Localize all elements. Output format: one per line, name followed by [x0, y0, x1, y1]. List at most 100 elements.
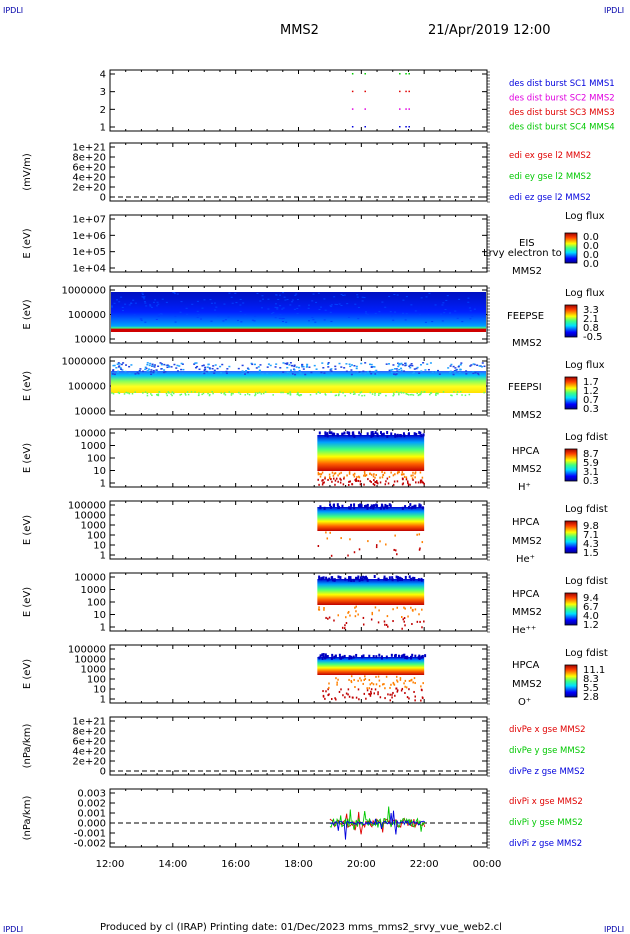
hpca-edge: [410, 577, 413, 581]
feepsi-speck: [230, 392, 233, 395]
hpca-speck: [416, 620, 419, 623]
feepsi-speck: [205, 372, 208, 374]
y-tick-label: 1: [100, 123, 106, 134]
hpca-edge: [329, 503, 332, 507]
hpca-edge: [371, 431, 374, 435]
hpca-speck: [395, 675, 398, 678]
hpca-edge: [321, 656, 324, 660]
hpca-edge: [353, 506, 356, 510]
feepsi-speck: [266, 372, 269, 375]
hpca-speck: [322, 479, 324, 482]
hpca-speck: [374, 688, 377, 691]
y-tick-label: 8e+20: [72, 153, 106, 164]
hpca-speck: [342, 483, 345, 486]
y-tick-label: 10000: [74, 511, 106, 522]
feepse-speck: [122, 310, 125, 312]
hpca-speck: [414, 476, 416, 479]
hpca-edge: [404, 655, 407, 659]
hpca-edge: [365, 575, 368, 579]
feepsi-speck: [367, 370, 370, 373]
feepse-speck: [365, 313, 368, 315]
feepsi-speck: [419, 393, 422, 396]
feepsi-speck: [255, 367, 258, 369]
hpca-speck: [348, 471, 351, 474]
feepsi-speck: [178, 365, 181, 367]
hpca-speck: [409, 483, 411, 486]
feepsi-speck: [279, 367, 282, 369]
feepse-speck: [242, 302, 245, 304]
y-tick-label: 100: [87, 598, 106, 609]
feepsi-speck: [206, 366, 209, 368]
hpca-speck: [385, 675, 388, 678]
feepsi-speck: [117, 391, 120, 394]
feepsi-speck: [355, 365, 358, 368]
hpca-speck: [364, 474, 367, 477]
legend-entry: des dist burst SC1 MMS1: [509, 79, 615, 89]
feepsi-speck: [299, 394, 302, 396]
hpca-speck: [393, 683, 396, 686]
hpca-speck: [359, 483, 362, 486]
feepsi-speck: [359, 372, 362, 375]
feepsi-speck: [144, 366, 147, 369]
hpca-edge: [322, 576, 325, 580]
hpca-edge: [324, 433, 327, 437]
hpca-speck: [341, 626, 344, 629]
feepse-speck: [347, 316, 350, 318]
feepsi-speck: [163, 363, 166, 366]
y-tick-label: 6e+20: [72, 737, 106, 748]
feepsi-speck: [454, 367, 457, 369]
y-tick-label: 100000: [68, 645, 106, 656]
feepsi-speck: [469, 365, 472, 367]
hpca-speck: [392, 682, 395, 685]
hpca-edge: [407, 505, 410, 509]
hpca-edge: [399, 577, 402, 581]
hpca-speck: [319, 473, 321, 476]
feepsi-speck: [152, 371, 155, 374]
hpca-speck: [402, 477, 404, 480]
hpca-speck: [328, 473, 331, 476]
feepse-speck: [456, 317, 459, 319]
hpca-edge: [362, 654, 365, 658]
hpca-speck: [343, 476, 345, 479]
hpca-speck: [396, 680, 399, 683]
feepsi-speck: [267, 363, 270, 365]
hpca-edge: [394, 434, 397, 438]
hpca-edge: [348, 656, 351, 660]
feepse-speck: [158, 313, 161, 315]
hpca-speck: [387, 693, 389, 696]
hpca-speck: [348, 678, 350, 681]
feepse-speck: [364, 311, 367, 313]
feepsi-speck: [154, 364, 157, 366]
hpca-edge: [383, 577, 386, 581]
hpca-speck: [418, 548, 421, 551]
feepse-speck: [315, 301, 318, 303]
feepse-speck: [298, 305, 301, 307]
feepse-speck: [277, 298, 280, 300]
feepse-speck: [442, 302, 445, 304]
panel-frame: [109, 788, 488, 848]
feepse-speck: [330, 306, 333, 308]
feepsi-speck: [196, 365, 199, 368]
hpca-edge: [360, 577, 363, 581]
feepsi-speck: [330, 370, 333, 372]
hpca-speck: [327, 478, 329, 481]
feepse-speck: [427, 314, 430, 316]
hpca-speck: [394, 534, 396, 537]
feepsi-speck: [285, 373, 288, 376]
feepsi-speck: [297, 393, 299, 395]
hpca-edge: [376, 504, 379, 508]
hpca-speck: [402, 618, 404, 621]
hpca-edge: [386, 506, 389, 510]
hpca-speck: [398, 471, 400, 474]
feepsi-speck: [302, 365, 305, 368]
hpca-speck: [392, 474, 395, 477]
feepsi-speck: [201, 393, 203, 396]
hpca-edge: [318, 656, 321, 660]
feepsi-speck: [156, 394, 158, 396]
hpca-edge: [348, 431, 351, 435]
panel-label: EIS: [519, 238, 535, 249]
feepse-speck: [132, 299, 135, 301]
colorbar: [564, 448, 578, 482]
feepse-speck: [311, 316, 314, 318]
hpca-speck: [421, 608, 423, 611]
